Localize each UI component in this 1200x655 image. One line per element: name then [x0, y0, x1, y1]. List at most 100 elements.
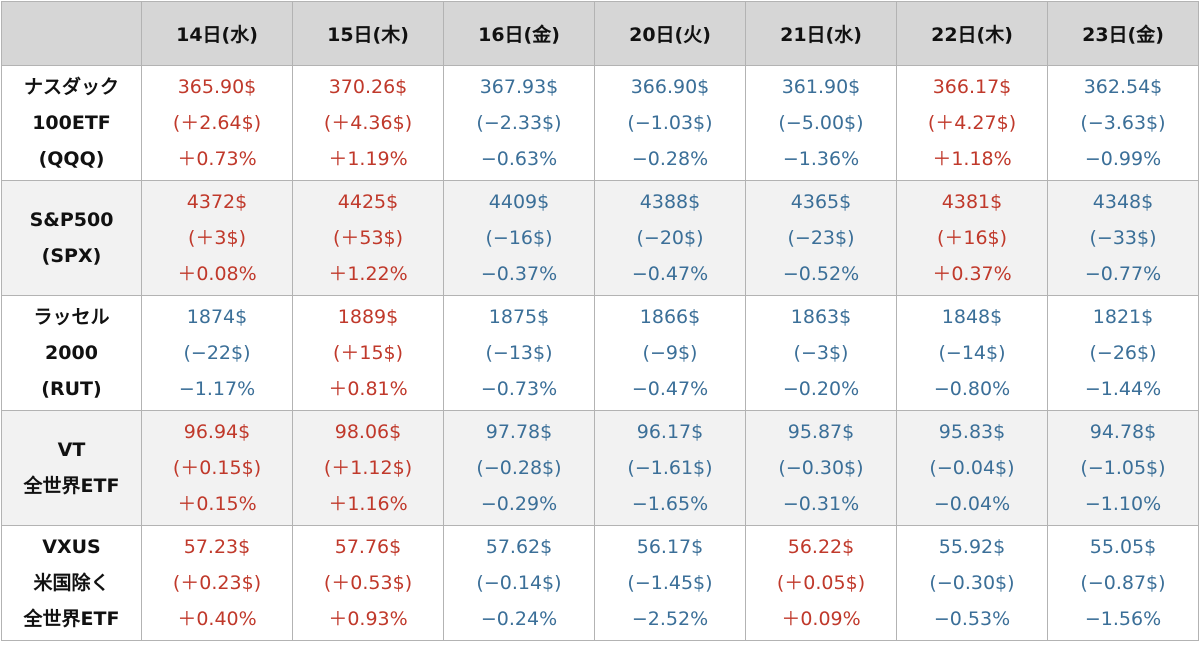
row-name-line: 全世界ETF — [23, 608, 120, 630]
change-value: (＋1.12$) — [323, 457, 413, 479]
price-value: 4365$ — [790, 191, 852, 213]
price-value: 4425$ — [337, 191, 399, 213]
percent-change: ＋0.73% — [177, 148, 257, 170]
table-row: S&P500 (SPX) 4372$ (＋3$) ＋0.08% 4425$ (＋53$) ＋1… — [1, 180, 1199, 296]
column-header: 22日(木) — [896, 1, 1048, 66]
data-cell: 1866$ (−9$) −0.47% — [594, 295, 746, 411]
change-value: (＋2.64$) — [172, 112, 262, 134]
change-value: (＋4.36$) — [323, 112, 413, 134]
data-cell: 95.87$ (−0.30$) −0.31% — [745, 410, 897, 526]
percent-change: ＋0.15% — [177, 493, 257, 515]
table-body: ナスダック 100ETF (QQQ) 365.90$ (＋2.64$) ＋0.73% 370… — [1, 65, 1199, 641]
price-value: 361.90$ — [781, 76, 861, 98]
percent-change: −0.63% — [480, 148, 558, 170]
table-row: VT 全世界ETF 96.94$ (＋0.15$) ＋0.15% 98.06$ (＋1.12… — [1, 410, 1199, 526]
data-cell: 366.17$ (＋4.27$) ＋1.18% — [896, 65, 1048, 181]
change-value: (＋53$) — [332, 227, 404, 249]
data-cell: 1863$ (−3$) −0.20% — [745, 295, 897, 411]
price-value: 55.05$ — [1089, 536, 1157, 558]
change-value: (−13$) — [485, 342, 553, 364]
price-value: 56.17$ — [636, 536, 704, 558]
corner-cell — [1, 1, 142, 66]
percent-change: −0.29% — [480, 493, 558, 515]
change-value: (＋3$) — [187, 227, 246, 249]
change-value: (−23$) — [787, 227, 855, 249]
row-header: ナスダック 100ETF (QQQ) — [1, 65, 142, 181]
percent-change: −1.65% — [631, 493, 709, 515]
change-value: (−0.28$) — [476, 457, 562, 479]
change-value: (−33$) — [1089, 227, 1157, 249]
change-value: (＋0.05$) — [776, 572, 866, 594]
price-value: 370.26$ — [328, 76, 408, 98]
column-header: 15日(木) — [292, 1, 444, 66]
change-value: (＋0.15$) — [172, 457, 262, 479]
data-cell: 362.54$ (−3.63$) −0.99% — [1047, 65, 1199, 181]
column-header: 21日(水) — [745, 1, 897, 66]
price-value: 57.23$ — [183, 536, 251, 558]
price-value: 1863$ — [790, 306, 852, 328]
percent-change: −1.44% — [1084, 378, 1162, 400]
percent-change: ＋0.09% — [781, 608, 861, 630]
change-value: (−3$) — [793, 342, 849, 364]
row-header: ラッセル 2000 (RUT) — [1, 295, 142, 411]
price-value: 55.92$ — [938, 536, 1006, 558]
change-value: (−0.87$) — [1080, 572, 1166, 594]
data-cell: 57.76$ (＋0.53$) ＋0.93% — [292, 525, 444, 641]
change-value: (−9$) — [642, 342, 698, 364]
price-value: 4381$ — [941, 191, 1003, 213]
change-value: (−14$) — [938, 342, 1006, 364]
data-cell: 367.93$ (−2.33$) −0.63% — [443, 65, 595, 181]
price-value: 94.78$ — [1089, 421, 1157, 443]
row-name-line: ラッセル — [33, 306, 110, 328]
percent-change: −0.37% — [480, 263, 558, 285]
price-value: 57.76$ — [334, 536, 402, 558]
data-cell: 97.78$ (−0.28$) −0.29% — [443, 410, 595, 526]
data-cell: 4372$ (＋3$) ＋0.08% — [141, 180, 293, 296]
row-name-line: VT — [57, 439, 86, 461]
row-name-line: 米国除く — [33, 572, 110, 594]
change-value: (＋4.27$) — [927, 112, 1017, 134]
data-cell: 1875$ (−13$) −0.73% — [443, 295, 595, 411]
data-cell: 1848$ (−14$) −0.80% — [896, 295, 1048, 411]
price-value: 95.83$ — [938, 421, 1006, 443]
data-cell: 1874$ (−22$) −1.17% — [141, 295, 293, 411]
price-value: 4348$ — [1092, 191, 1154, 213]
data-cell: 56.17$ (−1.45$) −2.52% — [594, 525, 746, 641]
change-value: (−20$) — [636, 227, 704, 249]
percent-change: −2.52% — [631, 608, 709, 630]
change-value: (−5.00$) — [778, 112, 864, 134]
data-cell: 4365$ (−23$) −0.52% — [745, 180, 897, 296]
data-cell: 95.83$ (−0.04$) −0.04% — [896, 410, 1048, 526]
change-value: (−16$) — [485, 227, 553, 249]
percent-change: ＋1.19% — [328, 148, 408, 170]
row-name-line: VXUS — [42, 536, 101, 558]
percent-change: −0.99% — [1084, 148, 1162, 170]
price-value: 97.78$ — [485, 421, 553, 443]
price-value: 362.54$ — [1083, 76, 1163, 98]
change-value: (−1.45$) — [627, 572, 713, 594]
percent-change: −0.24% — [480, 608, 558, 630]
column-header: 20日(火) — [594, 1, 746, 66]
price-value: 367.93$ — [479, 76, 559, 98]
data-cell: 4425$ (＋53$) ＋1.22% — [292, 180, 444, 296]
change-value: (−1.03$) — [627, 112, 713, 134]
percent-change: ＋0.40% — [177, 608, 257, 630]
column-header: 14日(水) — [141, 1, 293, 66]
market-table: 14日(水) 15日(木) 16日(金) 20日(火) 21日(水) 22日(木… — [1, 1, 1199, 641]
data-cell: 361.90$ (−5.00$) −1.36% — [745, 65, 897, 181]
change-value: (−0.04$) — [929, 457, 1015, 479]
percent-change: −1.36% — [782, 148, 860, 170]
price-value: 365.90$ — [177, 76, 257, 98]
percent-change: ＋0.93% — [328, 608, 408, 630]
price-value: 1821$ — [1092, 306, 1154, 328]
data-cell: 370.26$ (＋4.36$) ＋1.19% — [292, 65, 444, 181]
price-value: 98.06$ — [334, 421, 402, 443]
price-value: 4409$ — [488, 191, 550, 213]
data-cell: 57.62$ (−0.14$) −0.24% — [443, 525, 595, 641]
data-cell: 366.90$ (−1.03$) −0.28% — [594, 65, 746, 181]
price-value: 366.90$ — [630, 76, 710, 98]
percent-change: −1.56% — [1084, 608, 1162, 630]
column-header: 16日(金) — [443, 1, 595, 66]
change-value: (−2.33$) — [476, 112, 562, 134]
data-cell: 365.90$ (＋2.64$) ＋0.73% — [141, 65, 293, 181]
